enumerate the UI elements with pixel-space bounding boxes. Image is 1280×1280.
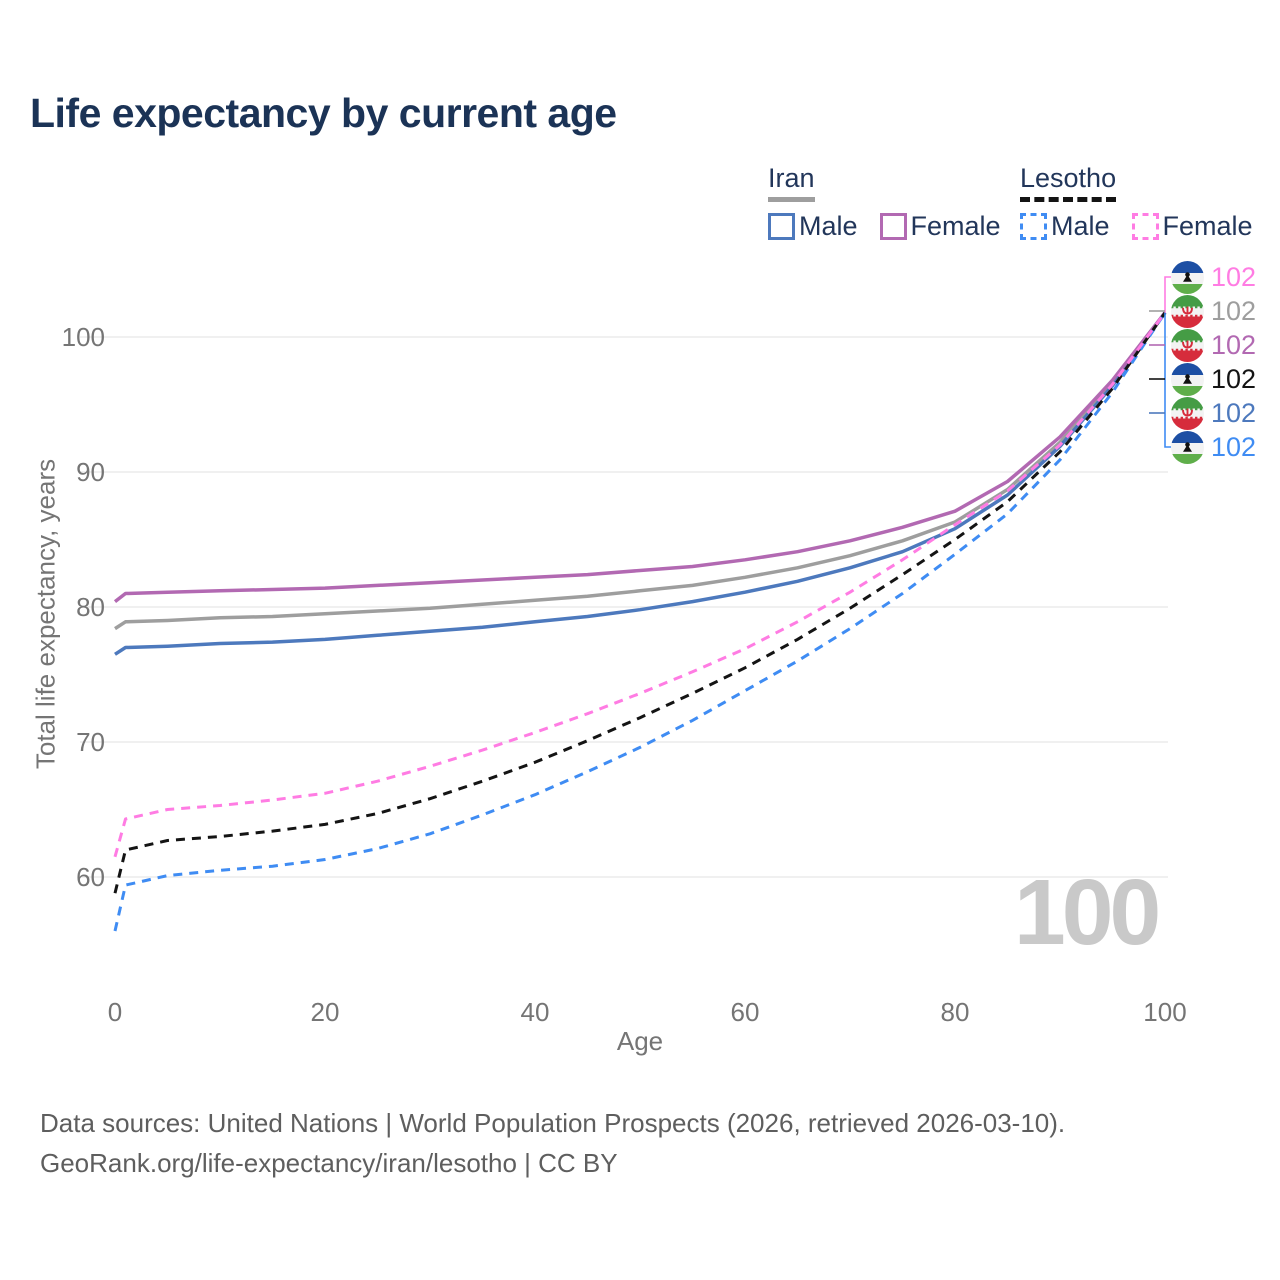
end-label-value: 102 bbox=[1211, 363, 1257, 394]
end-labels: 102 102 bbox=[1171, 260, 1256, 464]
legend-group-lesotho: Lesotho Male Female bbox=[1020, 163, 1253, 242]
iran-flag-icon bbox=[1171, 396, 1204, 430]
end-label-value: 102 bbox=[1211, 397, 1257, 428]
legend-item-label: Male bbox=[799, 211, 858, 241]
legend-group-label-lesotho: Lesotho bbox=[1020, 163, 1117, 202]
x-tick-label: 80 bbox=[941, 997, 970, 1027]
x-tick-label: 60 bbox=[731, 997, 760, 1027]
end-label-value: 102 bbox=[1211, 431, 1257, 462]
x-tick-label: 20 bbox=[311, 997, 340, 1027]
legend-swatch bbox=[1131, 213, 1159, 240]
end-label-row-iran-male: 102 bbox=[1171, 396, 1256, 430]
chart-title: Life expectancy by current age bbox=[30, 90, 617, 136]
legend-swatch bbox=[768, 213, 795, 240]
footer-data-sources: Data sources: United Nations | World Pop… bbox=[40, 1108, 1066, 1138]
end-label-row-iran-female: 102 bbox=[1171, 328, 1256, 362]
legend-item-label: Male bbox=[1051, 211, 1110, 241]
end-label-value: 102 bbox=[1211, 329, 1257, 360]
y-tick-label: 70 bbox=[76, 727, 105, 757]
series-line-lesotho-female bbox=[113, 311, 1167, 858]
iran-flag-icon bbox=[1171, 328, 1204, 362]
legend-item-iran-female[interactable]: Female bbox=[879, 211, 1001, 242]
legend-item-lesotho-female[interactable]: Female bbox=[1131, 211, 1253, 242]
legend-group-label-iran: Iran bbox=[768, 163, 815, 202]
series-line-iran-total bbox=[114, 311, 1167, 631]
x-tick-label: 40 bbox=[521, 997, 550, 1027]
x-tick-label: 100 bbox=[1143, 997, 1186, 1027]
legend-swatch bbox=[1020, 213, 1047, 240]
series-line-lesotho-male bbox=[113, 311, 1167, 932]
y-axis-title: Total life expectancy, years bbox=[30, 458, 61, 770]
y-tick-label: 60 bbox=[76, 862, 105, 892]
legend-group-iran: Iran Male Female bbox=[768, 163, 1001, 242]
leader-line-bottom bbox=[1164, 312, 1171, 448]
end-label-value: 102 bbox=[1211, 261, 1257, 292]
end-label-value: 102 bbox=[1211, 295, 1257, 326]
series-line-iran-female bbox=[113, 311, 1167, 603]
lesotho-flag-icon bbox=[1171, 362, 1204, 396]
lesotho-flag-icon bbox=[1171, 430, 1204, 464]
end-label-row-lesotho-male: 102 bbox=[1171, 430, 1256, 464]
legend-item-label: Female bbox=[910, 211, 1001, 241]
footer-attribution: GeoRank.org/life-expectancy/iran/lesotho… bbox=[40, 1148, 618, 1178]
x-axis-title: Age bbox=[616, 1026, 664, 1056]
age-watermark: 100 bbox=[1014, 860, 1161, 964]
y-tick-label: 100 bbox=[62, 322, 105, 352]
y-tick-label: 90 bbox=[76, 457, 105, 487]
series-line-iran-male bbox=[114, 311, 1167, 656]
series-line-lesotho-total bbox=[113, 311, 1167, 894]
y-tick-label: 80 bbox=[76, 592, 105, 622]
legend-swatch bbox=[879, 213, 907, 240]
end-label-row-lesotho-female: 102 bbox=[1171, 260, 1256, 294]
end-label-row-iran-total: 102 bbox=[1171, 294, 1256, 328]
legend-item-label: Female bbox=[1162, 211, 1253, 241]
lesotho-flag-icon bbox=[1171, 260, 1204, 294]
legend-item-iran-male[interactable]: Male bbox=[768, 211, 858, 242]
iran-flag-icon bbox=[1171, 294, 1204, 328]
end-label-row-lesotho-total: 102 bbox=[1171, 362, 1256, 396]
legend-item-lesotho-male[interactable]: Male bbox=[1020, 211, 1110, 242]
x-tick-label: 0 bbox=[108, 997, 122, 1027]
leader-line-top bbox=[1164, 276, 1171, 313]
